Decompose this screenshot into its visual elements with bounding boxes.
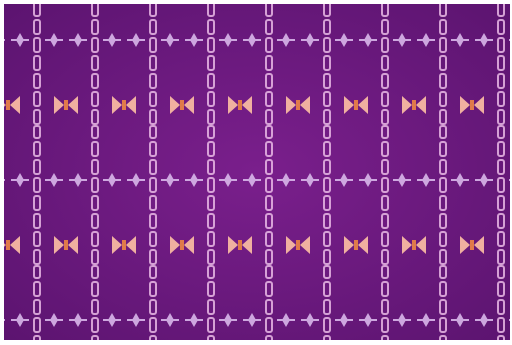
fabric-pattern [4,4,510,340]
